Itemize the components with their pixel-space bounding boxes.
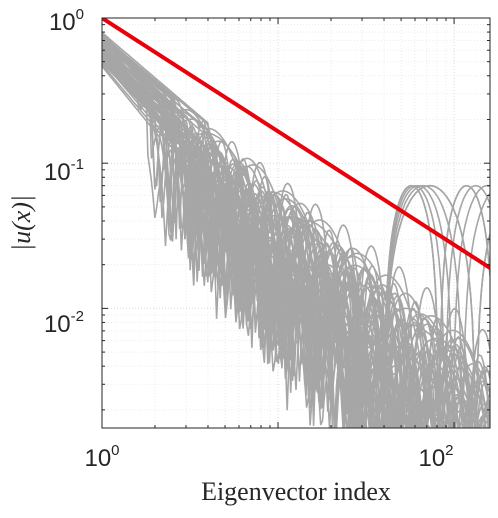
y-tick-label-1: 10-1 — [44, 156, 84, 186]
eigenvector-curve — [102, 31, 490, 428]
svg-text:100: 100 — [84, 442, 119, 472]
eigenvector-curve — [102, 58, 441, 428]
eigenvector-curve — [102, 33, 421, 428]
eigenvector-curve — [102, 37, 490, 428]
eigenvector-curve — [102, 65, 395, 428]
reference-line-group — [102, 18, 490, 270]
x-tick-label-1: 102 — [418, 442, 453, 472]
plot-frame — [101, 17, 491, 429]
svg-text:102: 102 — [418, 442, 453, 472]
eigenvector-curve — [102, 63, 402, 428]
x-axis-label: Eigenvector index — [201, 477, 391, 506]
eigenvector-curve — [102, 34, 490, 428]
x-tick-label-0: 100 — [84, 442, 119, 472]
y-axis-label: |u(x)| — [7, 195, 36, 251]
eigenvector-curves — [102, 31, 490, 428]
eigenvector-curve — [102, 46, 448, 428]
svg-text:100: 100 — [49, 6, 84, 36]
eigenvector-curve — [102, 34, 490, 428]
eigenvector-curve — [102, 42, 490, 428]
eigenvector-curve — [102, 37, 490, 428]
y-tick-label-0: 100 — [49, 6, 84, 36]
ticks — [101, 17, 490, 428]
reference-line — [102, 18, 490, 270]
y-tick-label-2: 10-2 — [44, 308, 84, 338]
svg-text:10-1: 10-1 — [44, 156, 84, 186]
svg-text:10-2: 10-2 — [44, 308, 84, 338]
